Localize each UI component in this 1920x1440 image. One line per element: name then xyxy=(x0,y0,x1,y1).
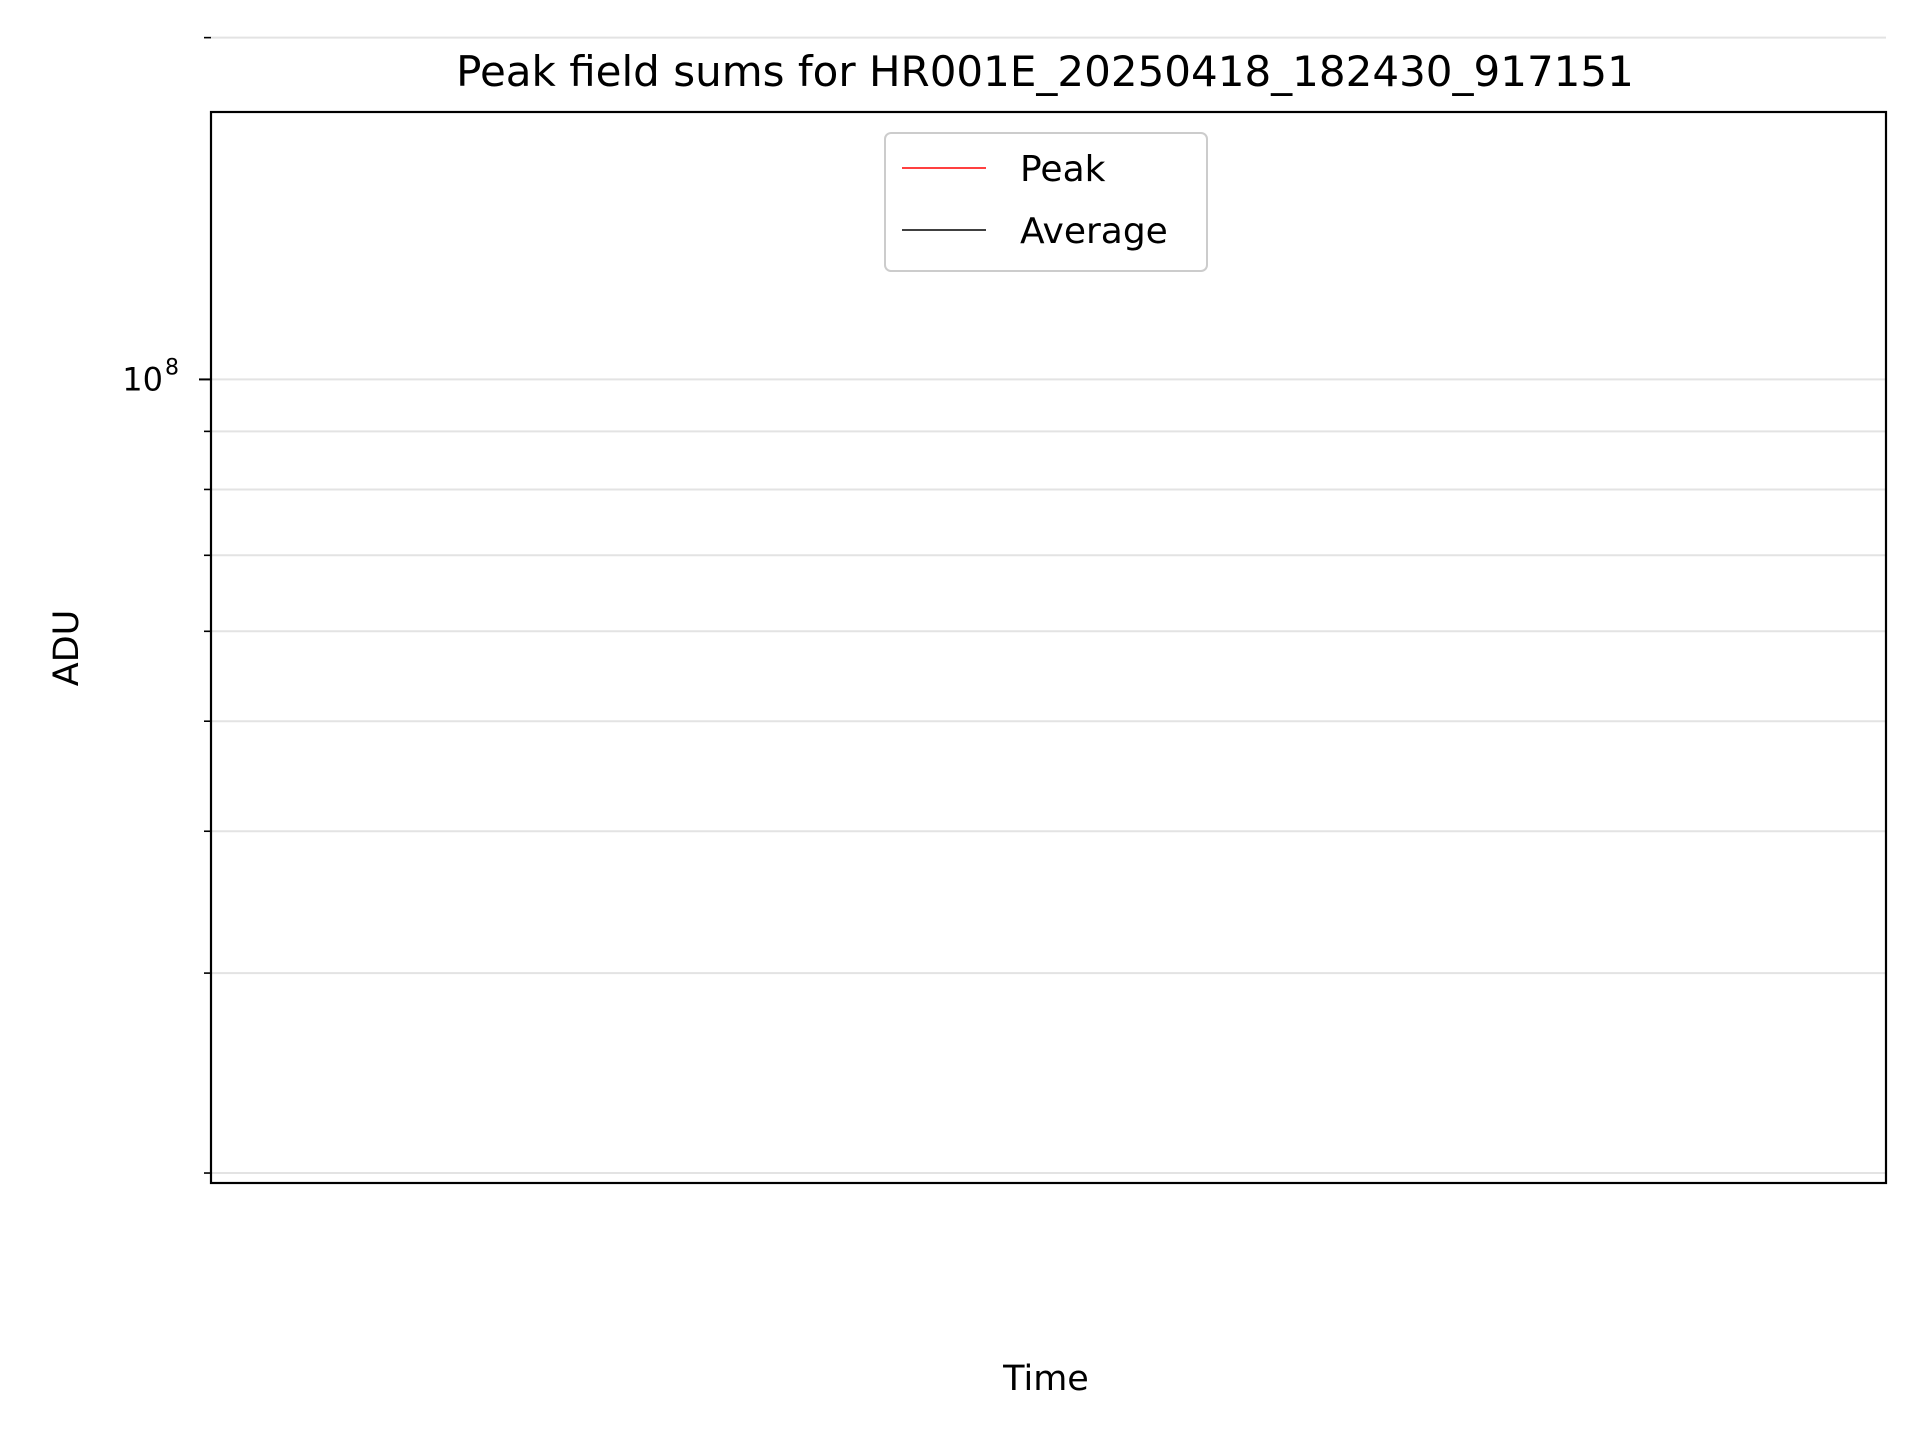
legend-label-peak: Peak xyxy=(1020,149,1106,190)
y-tick-label-base: 10 xyxy=(122,360,163,398)
legend: Peak Average xyxy=(884,132,1208,272)
x-axis-label: Time xyxy=(1002,1359,1089,1399)
plot-frame xyxy=(209,110,1888,1185)
legend-label-average: Average xyxy=(1020,211,1168,252)
grid-lines xyxy=(211,36,1886,1175)
chart-title: Peak field sums for HR001E_20250418_1824… xyxy=(456,47,1634,96)
y-axis: 10 8 xyxy=(122,36,211,1174)
y-tick-label-exponent: 8 xyxy=(165,355,179,380)
y-axis-label: ADU xyxy=(47,610,87,687)
